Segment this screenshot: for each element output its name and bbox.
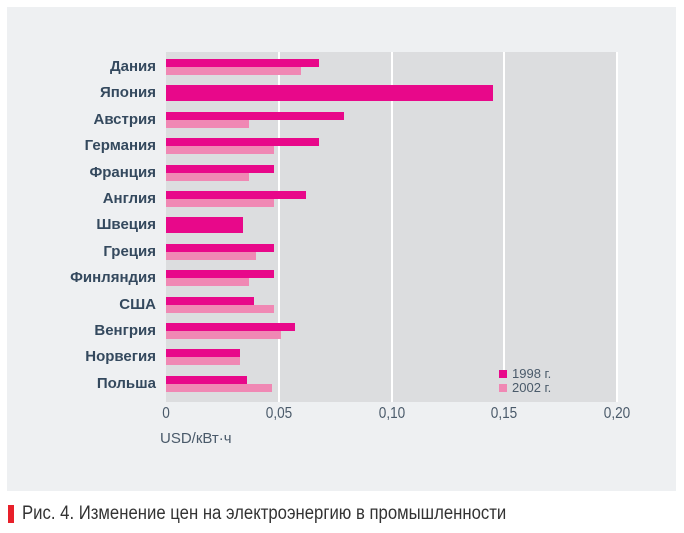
bar-1998 [166,85,493,102]
bar-2002 [166,119,250,128]
category-label: Япония [99,84,156,102]
bar-2002 [166,172,250,181]
bar-2002 [166,278,250,287]
bar-1998 [166,191,306,199]
legend-swatch [499,369,507,378]
bar-1998 [166,243,275,252]
bar-1998 [166,111,345,120]
figure-caption: Рис. 4. Изменение цен на электроэнергию … [8,503,572,525]
category-label: Австрия [93,110,156,128]
category-label: Швеция [96,216,156,234]
bar-1998 [166,349,241,358]
legend-swatch [499,383,507,392]
bar-1998 [166,375,248,384]
caption-marker [8,505,14,523]
category-label: Дания [109,58,156,75]
gridline [390,52,393,402]
x-tick-label: 0 [162,405,170,422]
legend-label: 2002 г. [512,380,552,395]
bar-2002 [166,304,275,313]
gridline [616,52,618,402]
bar-2002 [166,199,275,207]
caption-text: Рис. 4. Изменение цен на электроэнергию … [22,503,507,524]
legend-label: 1998 г. [512,366,552,381]
category-label: Греция [103,242,156,260]
category-label: Польша [96,374,156,392]
legend-item-2002: 2002 г. [499,380,551,395]
bar-2002 [166,331,281,339]
x-tick-label: 0,20 [603,405,631,422]
gridline [277,52,280,402]
category-label: Венгрия [94,322,156,339]
x-tick-label: 0,05 [265,405,292,422]
category-label: Англия [102,190,156,207]
bar-1998 [166,59,320,67]
x-tick-label: 0,10 [378,405,405,422]
x-axis-label: USD/кВт·ч [160,430,232,447]
bar-2002 [166,383,272,392]
bar-1998 [166,323,295,331]
x-tick-label: 0,15 [491,405,518,422]
category-label: Франция [89,163,156,181]
bar-1998 [166,296,254,305]
bar-1998 [166,217,243,234]
category-label: США [119,295,156,313]
bar-1998 [166,270,275,279]
bar-1998 [166,164,275,173]
bar-1998 [166,138,320,147]
bar-2002 [166,251,257,260]
legend-item-1998: 1998 г. [499,366,551,381]
category-label: Германия [84,137,156,155]
gridline [503,52,506,372]
bar-2002 [166,146,275,155]
category-label: Норвегия [85,348,156,366]
bar-2002 [166,67,302,75]
category-label: Финляндия [70,269,156,287]
bar-2002 [166,357,241,366]
